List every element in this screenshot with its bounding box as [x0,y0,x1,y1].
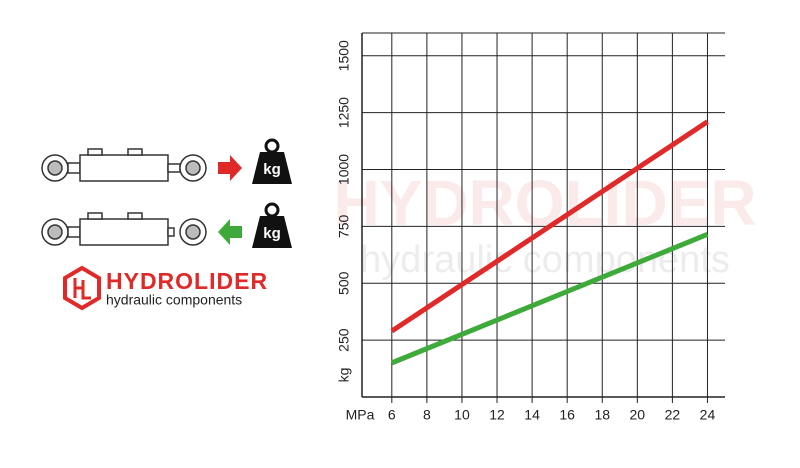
cylinder-extended [41,148,207,182]
y-axis-label: kg [336,368,352,383]
data-line [390,119,709,334]
x-axis-label: MPa [346,407,375,423]
y-tick-label: 500 [336,271,352,295]
x-tick-label: 8 [423,407,431,423]
x-tick-label: 16 [559,407,575,423]
x-tick-label: 18 [594,407,610,423]
watermark: HYDROLIDER hydraulic components [333,167,756,281]
weight-icon: kg [252,138,292,184]
x-tick-label: 14 [524,407,540,423]
y-tick-label: 250 [336,328,352,352]
x-tick-label: 10 [454,407,470,423]
x-tick-label: 20 [630,407,646,423]
weight-label: kg [263,161,281,178]
logo-tagline: hydraulic components [106,292,242,308]
watermark-tagline: hydraulic components [360,239,730,281]
x-tick-label: 24 [700,407,716,423]
cylinder-retracted [41,212,207,246]
x-tick-label: 22 [665,407,681,423]
logo-name: HYDROLIDER [106,268,268,294]
weight-label: kg [263,225,281,242]
y-tick-label: 750 [336,214,352,238]
arrow-right [218,155,242,181]
data-line [390,232,709,366]
arrow-left [218,219,242,245]
logo: HYDROLIDER hydraulic components [63,265,268,311]
x-tick-label: 6 [388,407,396,423]
y-tick-label: 1500 [336,40,352,71]
x-tick-label: 12 [489,407,505,423]
weight-icon: kg [252,202,292,248]
y-tick-label: 1000 [336,154,352,185]
y-tick-label: 1250 [336,97,352,128]
